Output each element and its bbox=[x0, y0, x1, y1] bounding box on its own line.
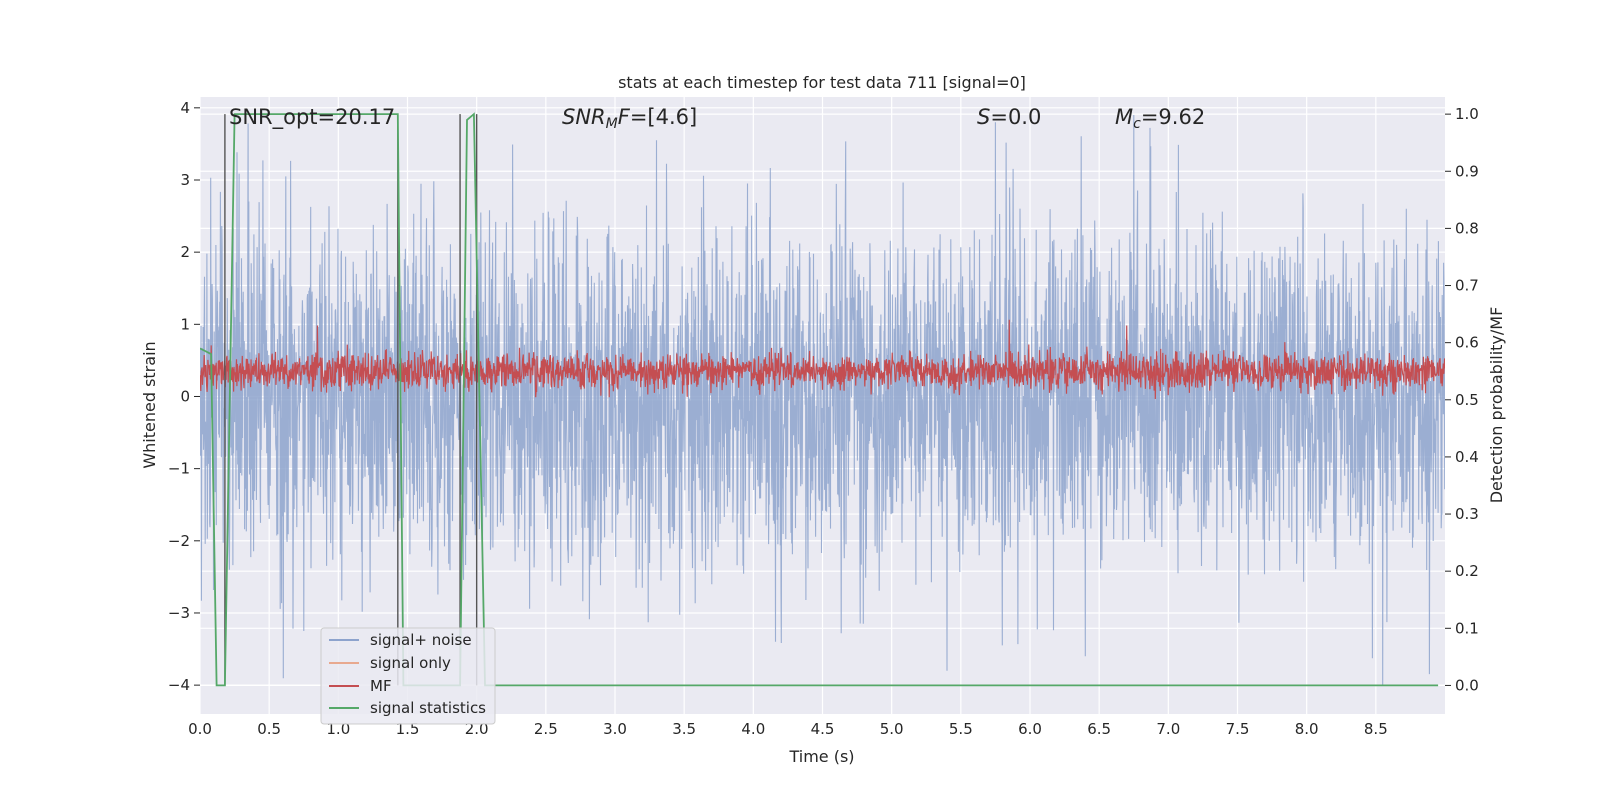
y-right-tick-label: 0.9 bbox=[1455, 162, 1479, 180]
x-axis-label: Time (s) bbox=[788, 747, 854, 766]
annotation-s: S=0.0 bbox=[977, 105, 1041, 129]
x-tick-label: 4.0 bbox=[741, 720, 765, 738]
x-tick-label: 7.0 bbox=[1156, 720, 1180, 738]
x-tick-label: 0.5 bbox=[257, 720, 281, 738]
x-tick-label: 6.5 bbox=[1087, 720, 1111, 738]
y-tick-label: −3 bbox=[168, 604, 190, 622]
y-tick-label: −1 bbox=[168, 460, 190, 478]
y-tick-label: 4 bbox=[180, 99, 190, 117]
y-right-tick-label: 0.3 bbox=[1455, 505, 1479, 523]
y-ticks-right: 1.0 0.9 0.8 0.7 0.6 0.5 0.4 0.3 0.2 0.1 0.0 bbox=[1445, 105, 1479, 694]
y-right-tick-label: 0.7 bbox=[1455, 277, 1479, 295]
legend-label-signal-only: signal only bbox=[370, 654, 451, 672]
y-tick-label: −4 bbox=[168, 676, 190, 694]
annotation-mc-sub: c bbox=[1133, 116, 1141, 132]
annotation-mc: Mc=9.62 bbox=[1115, 105, 1205, 132]
x-tick-label: 5.5 bbox=[949, 720, 973, 738]
legend-label-signal-noise: signal+ noise bbox=[370, 631, 472, 649]
y-tick-label: 2 bbox=[180, 243, 190, 261]
y-tick-label: 1 bbox=[180, 315, 190, 333]
x-tick-label: 4.5 bbox=[811, 720, 835, 738]
x-tick-label: 0.0 bbox=[188, 720, 212, 738]
y-right-tick-label: 0.2 bbox=[1455, 562, 1479, 580]
x-tick-label: 7.5 bbox=[1226, 720, 1250, 738]
annotation-snr-mf-value: =[4.6] bbox=[630, 105, 697, 129]
x-tick-label: 6.0 bbox=[1018, 720, 1042, 738]
y-right-tick-label: 0.4 bbox=[1455, 448, 1479, 466]
y-right-tick-label: 0.0 bbox=[1455, 676, 1479, 694]
y-right-tick-label: 0.1 bbox=[1455, 619, 1479, 637]
y-right-tick-label: 0.6 bbox=[1455, 334, 1479, 352]
y-right-tick-label: 0.5 bbox=[1455, 391, 1479, 409]
annotation-snr-mf: SNRMF=[4.6] bbox=[562, 105, 697, 132]
x-tick-label: 8.5 bbox=[1364, 720, 1388, 738]
x-ticks: 0.0 0.5 1.0 1.5 2.0 2.5 3.0 3.5 4.0 4.5 5.0 5.5 6.0 6… bbox=[188, 720, 1388, 738]
series-mf bbox=[200, 319, 1445, 400]
x-tick-label: 3.0 bbox=[603, 720, 627, 738]
x-tick-label: 5.0 bbox=[880, 720, 904, 738]
y-right-tick-label: 1.0 bbox=[1455, 105, 1479, 123]
y-axis-label: Whitened strain bbox=[140, 341, 159, 468]
legend: signal+ noise signal only MF signal stat… bbox=[320, 627, 496, 725]
y-axis-label-right: Detection probability/MF bbox=[1487, 307, 1506, 504]
y-right-tick-label: 0.8 bbox=[1455, 219, 1479, 237]
legend-label-signal-statistics: signal statistics bbox=[370, 699, 486, 717]
annotation-snr-mf-rest: F bbox=[618, 105, 631, 129]
x-tick-label: 8.0 bbox=[1295, 720, 1319, 738]
y-tick-label: −2 bbox=[168, 532, 190, 550]
y-ticks-left: 4 3 2 1 0 −1 −2 −3 −4 bbox=[168, 99, 200, 694]
legend-label-mf: MF bbox=[370, 677, 392, 695]
annotation-mc-label: M bbox=[1115, 105, 1133, 129]
chart-title: stats at each timestep for test data 711… bbox=[618, 73, 1026, 92]
annotation-snr-opt: SNR_opt=20.17 bbox=[229, 105, 395, 130]
y-tick-label: 3 bbox=[180, 171, 190, 189]
annotation-snr-mf-sub: M bbox=[606, 116, 618, 132]
x-tick-label: 3.5 bbox=[672, 720, 696, 738]
x-tick-label: 2.5 bbox=[534, 720, 558, 738]
legend-box bbox=[320, 627, 496, 725]
annotation-s-label: S bbox=[977, 105, 990, 129]
annotation-mc-value: =9.62 bbox=[1141, 105, 1205, 129]
annotation-snr-mf-label: SNR bbox=[562, 105, 606, 129]
y-tick-label: 0 bbox=[180, 387, 190, 405]
annotation-s-value: =0.0 bbox=[990, 105, 1041, 129]
